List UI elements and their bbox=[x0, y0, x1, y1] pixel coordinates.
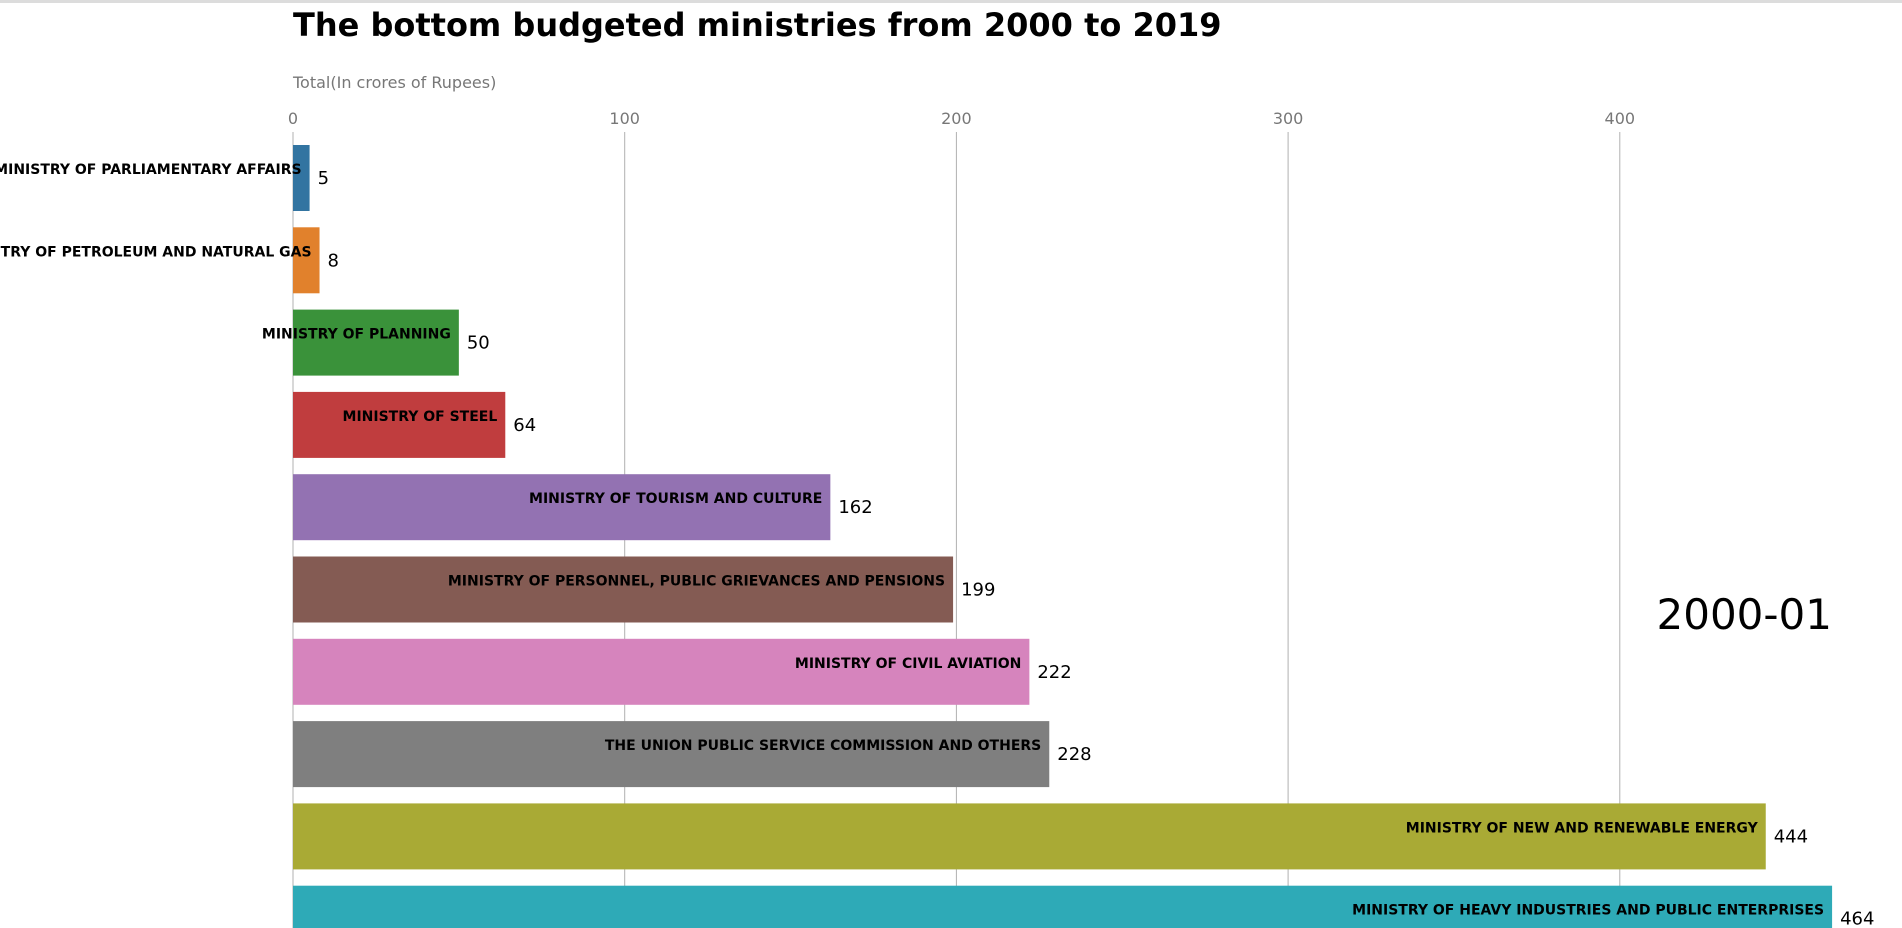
bar-value-label: 162 bbox=[838, 497, 872, 518]
x-tick-label: 400 bbox=[1605, 109, 1636, 128]
bar-value-label: 464 bbox=[1840, 909, 1874, 928]
bar-category-label: MINISTRY OF PERSONNEL, PUBLIC GRIEVANCES… bbox=[448, 574, 945, 590]
period-label: 2000-01 bbox=[1656, 590, 1833, 639]
x-tick-label: 0 bbox=[288, 109, 298, 128]
bar bbox=[293, 391, 506, 458]
bar-category-label: MINISTRY OF HEAVY INDUSTRIES AND PUBLIC … bbox=[1352, 903, 1824, 919]
top-rule bbox=[0, 0, 1902, 3]
bar-value-label: 8 bbox=[328, 250, 339, 271]
bar bbox=[293, 474, 831, 541]
bar-value-label: 444 bbox=[1774, 826, 1808, 847]
x-tick-label: 300 bbox=[1273, 109, 1304, 128]
bar bbox=[293, 803, 1766, 870]
bar bbox=[293, 885, 1833, 928]
bar-value-label: 5 bbox=[318, 168, 329, 189]
bar bbox=[293, 638, 1030, 705]
bar bbox=[293, 721, 1050, 788]
bar-category-label: THE UNION PUBLIC SERVICE COMMISSION AND … bbox=[605, 738, 1041, 754]
bar-value-label: 50 bbox=[467, 333, 490, 354]
bar bbox=[293, 556, 954, 623]
chart-title: The bottom budgeted ministries from 2000… bbox=[293, 6, 1222, 44]
bar-category-label: MINISTRY OF PARLIAMENTARY AFFAIRS bbox=[0, 162, 302, 178]
bar-value-label: 228 bbox=[1057, 744, 1091, 765]
bar bbox=[293, 145, 310, 211]
bar-category-label: MINISTRY OF CIVIL AVIATION bbox=[795, 656, 1021, 672]
bar-category-label: MINISTRY OF PETROLEUM AND NATURAL GAS bbox=[0, 244, 312, 260]
bar-value-label: 199 bbox=[961, 580, 995, 601]
bar-category-label: MINISTRY OF PLANNING bbox=[262, 327, 451, 343]
bar bbox=[293, 227, 320, 294]
bar-category-label: MINISTRY OF STEEL bbox=[343, 409, 498, 425]
bar-category-label: MINISTRY OF TOURISM AND CULTURE bbox=[529, 491, 822, 507]
bar-value-label: 222 bbox=[1037, 662, 1071, 683]
x-tick-label: 100 bbox=[609, 109, 640, 128]
bar bbox=[293, 309, 459, 376]
x-tick-label: 200 bbox=[941, 109, 972, 128]
bar-value-label: 64 bbox=[513, 415, 536, 436]
bar-category-label: MINISTRY OF NEW AND RENEWABLE ENERGY bbox=[1406, 820, 1759, 836]
chart-subtitle: Total(In crores of Rupees) bbox=[293, 73, 497, 92]
